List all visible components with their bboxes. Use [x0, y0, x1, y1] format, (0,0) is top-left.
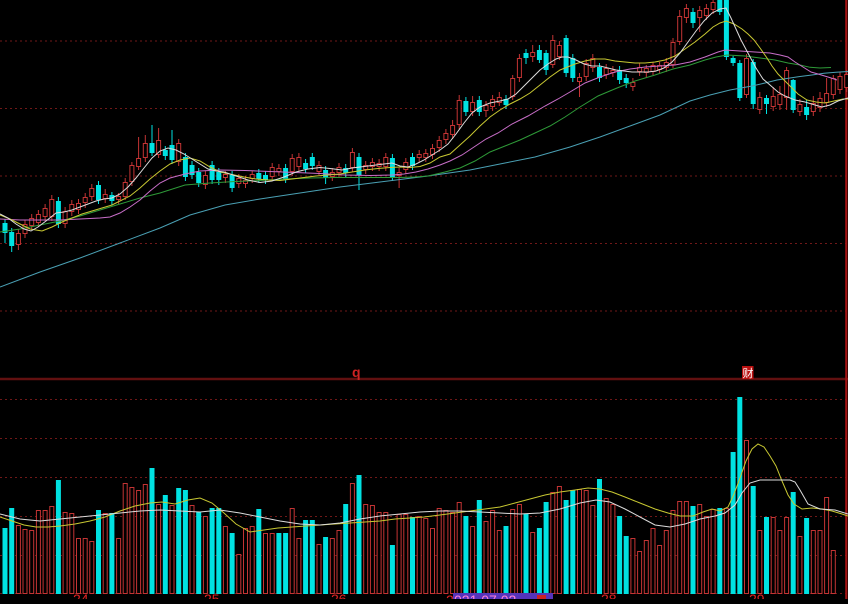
svg-text:021.07.02: 021.07.02: [454, 592, 516, 599]
svg-text:2: 2: [446, 592, 454, 599]
svg-text:财: 财: [743, 366, 754, 380]
svg-text:25: 25: [204, 591, 220, 599]
svg-text:q: q: [352, 364, 361, 380]
svg-text:24: 24: [73, 591, 89, 599]
svg-text:26: 26: [331, 591, 347, 599]
svg-text:29: 29: [749, 591, 765, 599]
svg-text:28: 28: [601, 591, 617, 599]
